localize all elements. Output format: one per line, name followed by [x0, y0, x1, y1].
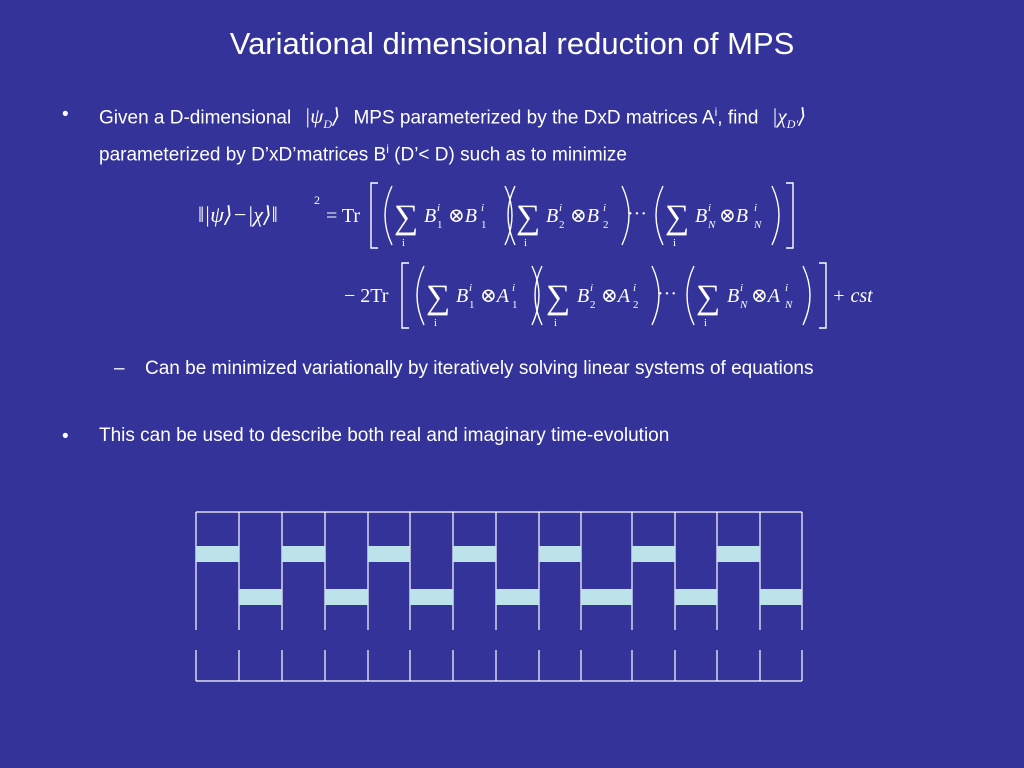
eq-equals-trace: = Tr	[326, 205, 360, 227]
eq-term: ⊗B	[448, 205, 477, 227]
sum-index: i	[434, 317, 437, 329]
sub-bullet-dash: –	[114, 358, 125, 379]
ket-psi-D: |ψD⟩	[304, 104, 341, 132]
bullet-1-line2-b: (D’< D) such as to minimize	[388, 144, 627, 166]
bullet-marker-1: •	[62, 104, 69, 125]
eq-sub: N	[739, 299, 748, 311]
two-site-gate	[581, 589, 632, 605]
two-site-gate	[325, 589, 368, 605]
eq-sub: 2	[633, 299, 639, 311]
cost-function-equation: ‖|ψ⟩−|χ⟩‖ 2 = Tr ∑ i ∑ i ∑ i B 1 i ⊗B 1 …	[198, 182, 873, 329]
two-site-gate	[239, 589, 282, 605]
two-site-gate	[368, 546, 410, 562]
two-site-gate	[632, 546, 675, 562]
eq-term: ⊗B	[719, 205, 748, 227]
eq-term: B	[424, 205, 436, 227]
bullet-2-text: This can be used to describe both real a…	[99, 425, 670, 446]
bullet-1-part-a: Given a D-dimensional	[99, 107, 292, 129]
eq-term: B	[727, 285, 739, 307]
eq-sup: i	[785, 282, 788, 294]
sum-index: i	[402, 237, 405, 249]
eq-sub: 2	[603, 219, 609, 231]
eq-term: B	[456, 285, 468, 307]
eq-sub: 2	[559, 219, 565, 231]
eq-sup: i	[633, 282, 636, 294]
eq-term: ⊗B	[570, 205, 599, 227]
sum-symbol: ∑	[696, 279, 720, 316]
circuit-wires	[195, 512, 803, 681]
bullet-1-text: Given a D-dimensional |ψD⟩ MPS parameter…	[99, 100, 979, 167]
eq-sub: 2	[590, 299, 596, 311]
sum-symbol: ∑	[394, 199, 418, 236]
eq-term: ⊗A	[480, 285, 510, 307]
eq-sub: N	[707, 219, 716, 231]
two-site-gate	[717, 546, 760, 562]
eq-sub: N	[784, 299, 793, 311]
eq-term: B	[577, 285, 589, 307]
bullet-marker-2: •	[62, 426, 69, 447]
sum-symbol: ∑	[665, 199, 689, 236]
sum-symbol: ∑	[426, 279, 450, 316]
gate-layer-odd	[196, 546, 760, 562]
eq-sup: i	[590, 282, 593, 294]
two-site-gate	[196, 546, 239, 562]
eq-sub: 1	[437, 219, 443, 231]
bullet-1-part-b: MPS parameterized by the DxD matrices A	[353, 107, 715, 129]
eq-sub: 1	[469, 299, 475, 311]
sup-i-2: i	[386, 142, 389, 157]
bullet-1-line2-a: parameterized by D’xD’matrices B	[99, 144, 387, 166]
two-site-gate	[760, 589, 802, 605]
eq-minus-2trace: − 2Tr	[344, 285, 389, 307]
sum-index: i	[524, 237, 527, 249]
eq-sup: i	[754, 202, 757, 214]
sum-index: i	[554, 317, 557, 329]
eq-term: B	[695, 205, 707, 227]
two-site-gate	[410, 589, 453, 605]
eq-term: ⊗A	[601, 285, 631, 307]
eq-lhs-norm: ‖|ψ⟩−|χ⟩‖	[198, 202, 278, 227]
sum-symbol: ∑	[546, 279, 570, 316]
eq-term: ⊗A	[751, 285, 781, 307]
eq-sup: i	[603, 202, 606, 214]
sup-i: i	[714, 105, 718, 119]
sum-index: i	[673, 237, 676, 249]
eq-sub: 1	[512, 299, 518, 311]
sum-symbol: ∑	[516, 199, 540, 236]
eq-sup: i	[559, 202, 562, 214]
ket-chi-D-prime: |χD'⟩	[771, 104, 807, 132]
eq-tail: + cst	[832, 285, 873, 307]
two-site-gate	[282, 546, 325, 562]
sum-index: i	[704, 317, 707, 329]
gate-layer-even	[239, 589, 802, 605]
eq-sup: i	[469, 282, 472, 294]
eq-dots: ···	[657, 283, 677, 305]
eq-sup: i	[437, 202, 440, 214]
two-site-gate	[675, 589, 717, 605]
eq-lhs-exponent: 2	[314, 193, 320, 207]
eq-dots: ···	[627, 203, 647, 225]
eq-sup: i	[708, 202, 711, 214]
slide-title: Variational dimensional reduction of MPS	[229, 26, 795, 61]
eq-term: B	[546, 205, 558, 227]
two-site-gate	[539, 546, 581, 562]
two-site-gate	[453, 546, 496, 562]
circuit-frame	[196, 511, 802, 682]
sub-bullet-text: Can be minimized variationally by iterat…	[145, 358, 814, 379]
eq-sub: N	[753, 219, 762, 231]
eq-sup: i	[481, 202, 484, 214]
eq-sup: i	[740, 282, 743, 294]
eq-sup: i	[512, 282, 515, 294]
eq-sub: 1	[481, 219, 487, 231]
bullet-1-part-c: , find	[717, 107, 759, 129]
two-site-gate	[496, 589, 539, 605]
